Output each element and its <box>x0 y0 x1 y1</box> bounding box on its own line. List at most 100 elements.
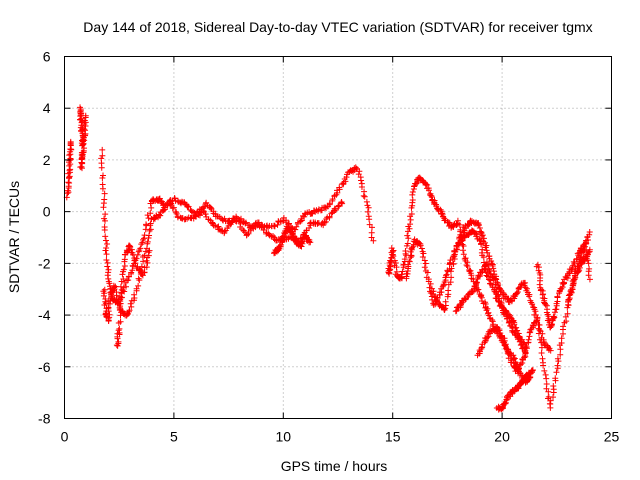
data-point <box>421 257 428 264</box>
data-point <box>546 400 553 407</box>
data-point <box>526 329 533 336</box>
data-point <box>424 269 431 276</box>
data-point <box>586 229 593 236</box>
data-point <box>492 284 499 291</box>
data-point <box>460 243 467 250</box>
data-point <box>407 221 414 228</box>
data-point <box>490 277 497 284</box>
data-point <box>307 239 314 246</box>
data-point <box>157 212 164 219</box>
data-point <box>542 371 549 378</box>
data-point <box>335 203 342 210</box>
data-point <box>103 251 110 258</box>
data-point <box>338 198 345 205</box>
data-point <box>480 254 487 261</box>
data-point <box>81 117 88 124</box>
data-point <box>66 174 73 181</box>
data-point <box>543 375 550 382</box>
data-point <box>517 342 524 349</box>
data-point <box>161 206 168 213</box>
data-point <box>102 237 109 244</box>
data-point <box>289 230 296 237</box>
data-point <box>460 251 467 258</box>
data-point <box>105 317 112 324</box>
data-point <box>66 152 73 159</box>
x-tick-labels: 0 5 10 15 20 25 <box>61 429 620 445</box>
data-point <box>99 185 106 192</box>
data-point <box>356 168 363 175</box>
data-point <box>138 241 145 248</box>
data-point <box>126 307 133 314</box>
data-point <box>147 210 154 217</box>
data-point <box>282 229 289 236</box>
data-point <box>538 349 545 356</box>
data-point <box>556 290 563 297</box>
data-point <box>521 354 528 361</box>
data-point <box>64 187 71 194</box>
data-point <box>207 204 214 211</box>
data-point <box>532 308 539 315</box>
data-point <box>409 188 416 195</box>
data-point <box>430 301 437 308</box>
data-point <box>98 164 105 171</box>
data-point <box>547 397 554 404</box>
data-point <box>585 272 592 279</box>
y-tick-label: 2 <box>43 152 51 168</box>
data-point <box>123 283 130 290</box>
data-point <box>398 271 405 278</box>
data-point <box>291 234 298 241</box>
data-point <box>455 239 461 246</box>
data-points <box>63 104 593 413</box>
data-point <box>128 303 135 310</box>
data-point <box>274 221 281 228</box>
data-point <box>554 355 561 362</box>
data-point <box>541 341 548 348</box>
data-point <box>474 287 481 294</box>
data-point <box>99 174 106 181</box>
data-point <box>123 311 130 318</box>
data-point <box>552 375 559 382</box>
data-point <box>147 226 154 233</box>
data-point <box>495 325 502 332</box>
data-point <box>321 219 328 226</box>
data-point <box>513 290 520 297</box>
data-point <box>465 291 472 298</box>
data-point <box>554 362 561 369</box>
data-point <box>484 334 491 341</box>
data-point <box>368 224 375 231</box>
data-point <box>502 399 509 406</box>
data-point <box>132 260 139 267</box>
data-point <box>497 333 504 340</box>
data-point <box>101 286 108 293</box>
data-point <box>418 245 425 252</box>
data-point <box>143 221 150 228</box>
data-point <box>495 292 502 299</box>
y-tick-labels: -8 -6 -4 -2 0 2 4 6 <box>38 49 51 427</box>
data-point <box>586 231 593 238</box>
data-point <box>364 208 371 215</box>
y-tick-label: 4 <box>43 100 51 116</box>
data-point <box>143 257 150 264</box>
data-point <box>142 248 149 255</box>
data-point <box>146 247 153 254</box>
data-point <box>402 247 409 254</box>
data-point <box>409 191 416 198</box>
data-point <box>560 323 567 330</box>
data-point <box>331 205 338 212</box>
data-point <box>106 280 113 287</box>
data-point <box>140 236 147 243</box>
data-point <box>504 350 511 357</box>
data-point <box>433 201 440 208</box>
data-point <box>486 267 493 274</box>
data-point <box>67 166 74 173</box>
data-point <box>443 272 450 279</box>
data-point <box>585 260 592 267</box>
data-point <box>81 126 88 133</box>
data-point <box>483 272 490 279</box>
data-point <box>517 361 524 368</box>
data-point <box>167 201 174 208</box>
data-point <box>160 207 167 214</box>
axis-ticks <box>64 56 612 419</box>
data-point <box>564 310 571 317</box>
data-point <box>170 204 177 211</box>
